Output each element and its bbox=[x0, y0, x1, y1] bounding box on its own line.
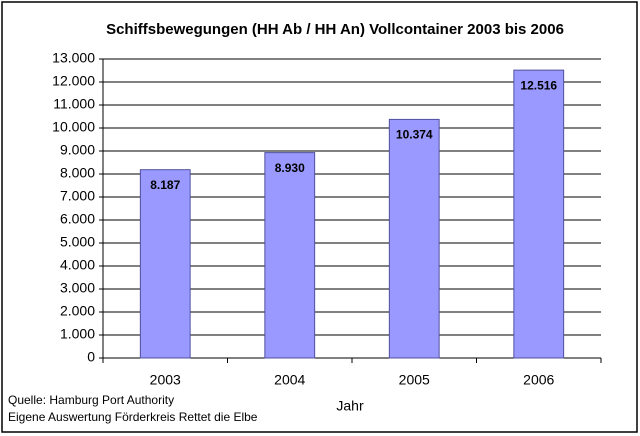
y-tick-label: 4.000 bbox=[60, 257, 95, 273]
chart-title: Schiffsbewegungen (HH Ab / HH An) Vollco… bbox=[106, 21, 564, 38]
y-tick-label: 2.000 bbox=[60, 303, 95, 319]
y-tick-label: 3.000 bbox=[60, 280, 95, 296]
y-tick-label: 12.000 bbox=[52, 73, 95, 89]
x-tick-label: 2003 bbox=[150, 372, 181, 388]
bar bbox=[388, 118, 440, 359]
y-tick-label: 10.000 bbox=[52, 119, 95, 135]
bar bbox=[264, 152, 316, 359]
y-tick-label: 1.000 bbox=[60, 326, 95, 342]
x-tick-label: 2005 bbox=[399, 372, 430, 388]
source-note: Quelle: Hamburg Port Authority bbox=[8, 393, 174, 407]
y-tick-label: 0 bbox=[87, 349, 95, 365]
x-tick-label: 2004 bbox=[274, 372, 305, 388]
y-tick-label: 9.000 bbox=[60, 142, 95, 158]
y-tick-label: 13.000 bbox=[52, 50, 95, 66]
source-note: Eigene Auswertung Förderkreis Rettet die… bbox=[8, 410, 258, 424]
bar bbox=[513, 69, 565, 359]
y-tick-label: 11.000 bbox=[53, 96, 95, 112]
y-tick-label: 6.000 bbox=[60, 211, 95, 227]
data-label: 10.374 bbox=[396, 128, 433, 142]
data-label: 8.930 bbox=[275, 161, 305, 175]
bar bbox=[139, 169, 191, 359]
x-tick-label: 2006 bbox=[523, 372, 554, 388]
y-tick-label: 5.000 bbox=[60, 234, 95, 250]
y-tick-label: 8.000 bbox=[60, 165, 95, 181]
y-tick-label: 7.000 bbox=[60, 188, 95, 204]
data-label: 8.187 bbox=[150, 178, 180, 192]
data-label: 12.516 bbox=[520, 78, 557, 92]
x-axis-label: Jahr bbox=[336, 398, 364, 414]
